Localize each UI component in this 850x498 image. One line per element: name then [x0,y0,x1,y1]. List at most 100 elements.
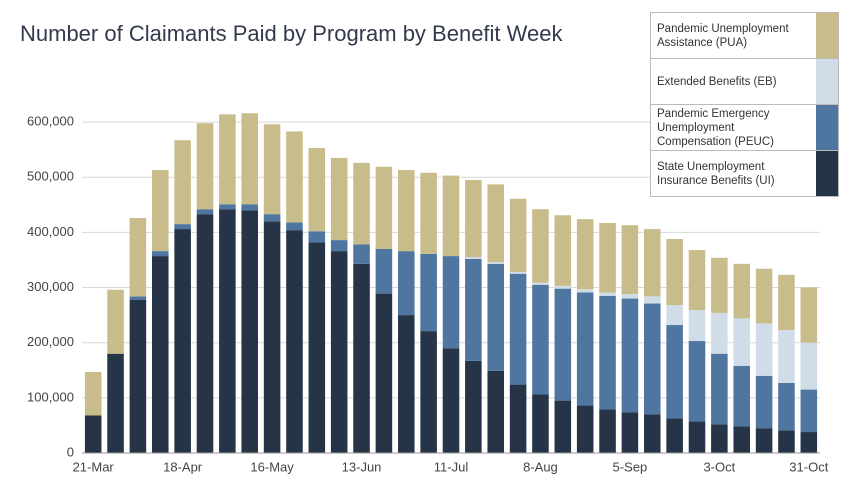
bar-segment [241,204,259,211]
bar-segment [263,221,281,453]
bar-segment [800,342,818,390]
bar-segment [554,288,572,401]
y-tick-label: 600,000 [27,114,74,129]
legend-item: Pandemic Emergency Unemployment Compensa… [651,104,838,150]
legend-label: Extended Benefits (EB) [657,75,777,88]
bar-segment [643,296,661,304]
bar-segment [487,370,505,453]
legend-swatch [816,59,838,104]
bar-segment [263,214,281,222]
bar-segment [621,412,639,453]
x-tick-label: 5-Sep [613,459,648,474]
bar-segment [509,198,527,273]
bar-segment [532,282,549,285]
bar-segment [151,251,169,257]
x-tick-label: 3-Oct [703,459,735,474]
bar-segment [599,222,616,293]
bar-segment [241,113,259,205]
bar-segment [643,229,661,297]
bar-segment [621,294,639,299]
bar-segment [420,331,437,453]
bar-segment [196,209,214,215]
bar-segment [465,360,482,453]
bar-segment [286,222,303,231]
bar-segment [643,303,661,415]
bar-segment [688,310,706,342]
bar-segment [778,382,795,431]
legend-label: Pandemic Emergency Unemployment Compensa… [657,107,774,148]
legend-label: State Unemployment Insurance Benefits (U… [657,160,775,187]
legend-swatch [816,105,838,150]
y-tick-label: 0 [67,444,74,459]
bar-segment [375,293,393,453]
bar-segment [755,375,773,429]
bar-segment [286,131,303,223]
legend: Pandemic Unemployment Assistance (PUA) Ex… [650,12,839,197]
bar-segment [330,240,348,252]
bar-segment [397,315,415,453]
bar-segment [554,285,572,289]
bar-segment [688,341,706,422]
bar-segment [353,263,370,453]
bar-segment [219,114,236,205]
bar-segment [755,428,773,453]
bar-segment [308,147,326,232]
bar-segment [666,325,683,419]
bar-segment [800,432,818,453]
bar-segment [643,414,661,453]
legend-swatch [816,13,838,58]
bar-segment [129,218,147,297]
bar-segment [151,170,169,252]
bar-segment [442,175,460,257]
bar-segment [174,229,191,453]
bar-segment [397,170,415,252]
bar-segment [84,415,102,453]
x-tick-label: 31-Oct [789,459,828,474]
bar-segment [755,268,773,324]
bar-segment [129,296,147,300]
legend-item: Pandemic Unemployment Assistance (PUA) [651,13,838,58]
bar-segment [599,292,616,296]
y-tick-label: 200,000 [27,334,74,349]
bar-segment [397,251,415,316]
legend-swatch [816,151,838,196]
bar-segment [688,421,706,453]
bar-segment [755,323,773,376]
x-tick-label: 18-Apr [163,459,203,474]
bar-segment [308,231,326,243]
bar-segment [487,184,505,263]
bar-segment [666,238,683,306]
y-tick-label: 400,000 [27,224,74,239]
bar-segment [711,257,728,313]
bar-segment [554,400,572,453]
y-tick-label: 100,000 [27,389,74,404]
bar-segment [330,157,348,241]
bar-segment [196,214,214,453]
legend-label: Pandemic Unemployment Assistance (PUA) [657,22,789,49]
legend-item: Extended Benefits (EB) [651,58,838,104]
bar-segment [509,273,527,385]
bar-segment [465,179,482,258]
bar-segment [532,394,549,453]
bar-segment [420,253,437,332]
bar-segment [84,371,102,416]
bar-segment [151,256,169,453]
bar-segment [576,219,594,290]
bar-segment [442,348,460,453]
x-tick-label: 13-Jun [342,459,382,474]
bar-segment [733,318,751,366]
bar-segment [599,409,616,453]
x-tick-label: 8-Aug [523,459,558,474]
bar-segment [621,225,639,295]
bar-segment [487,263,505,371]
bar-segment [375,248,393,294]
bar-segment [442,256,460,349]
bar-segment [129,299,147,453]
legend-item: State Unemployment Insurance Benefits (U… [651,150,838,196]
bar-segment [666,418,683,453]
bar-segment [308,242,326,453]
bar-segment [711,353,728,425]
bar-segment [107,353,124,453]
